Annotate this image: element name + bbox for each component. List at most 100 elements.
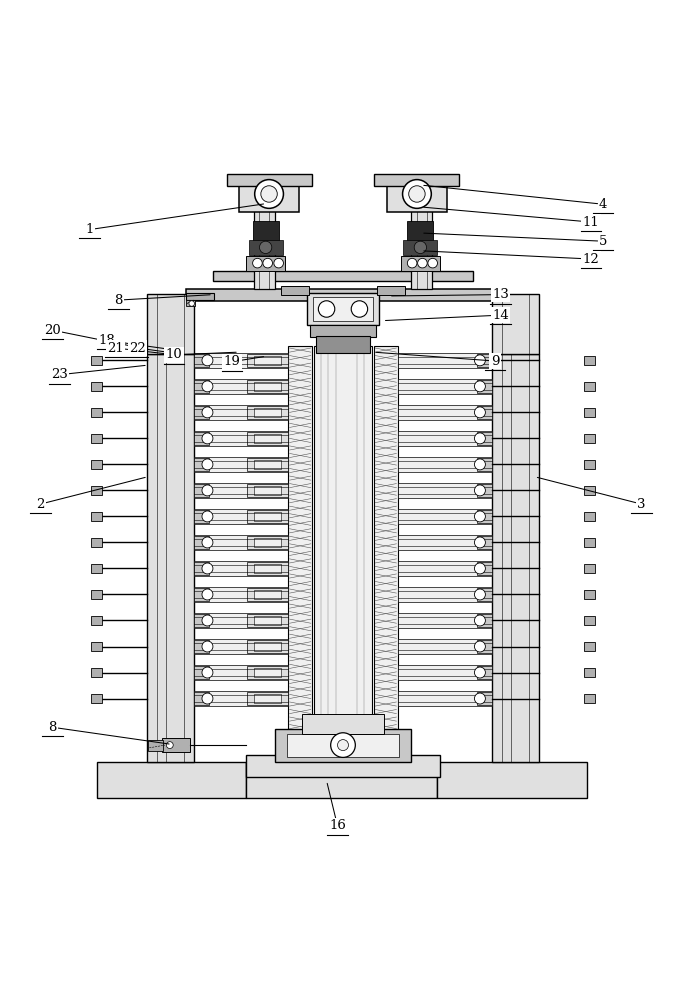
Bar <box>405 590 432 599</box>
Circle shape <box>202 407 213 418</box>
Bar <box>91 564 102 573</box>
Bar <box>405 538 432 547</box>
Text: 9: 9 <box>490 355 499 368</box>
Bar <box>193 431 288 446</box>
Bar <box>316 336 370 353</box>
Bar <box>438 762 587 798</box>
Bar <box>163 738 189 752</box>
Bar <box>247 614 288 627</box>
Text: 1: 1 <box>86 223 94 236</box>
Text: 23: 23 <box>51 368 68 381</box>
Bar <box>247 510 288 523</box>
Bar <box>247 406 288 419</box>
Bar <box>398 692 439 705</box>
Bar <box>398 588 439 601</box>
Bar <box>246 755 440 777</box>
Bar <box>584 694 595 703</box>
Bar <box>405 382 432 391</box>
Bar <box>254 382 281 391</box>
Bar <box>477 484 493 497</box>
Bar <box>477 432 493 445</box>
Text: 21: 21 <box>107 342 124 355</box>
Bar <box>97 762 246 798</box>
Bar <box>477 510 493 523</box>
Bar <box>193 379 288 394</box>
Bar <box>193 484 209 497</box>
Bar <box>405 694 432 703</box>
Bar <box>193 587 288 602</box>
Circle shape <box>202 381 213 392</box>
Circle shape <box>202 459 213 470</box>
Bar <box>254 486 281 495</box>
Bar <box>193 691 288 706</box>
Bar <box>398 483 493 498</box>
Bar <box>398 431 493 446</box>
Bar <box>584 616 595 625</box>
Bar <box>584 538 595 547</box>
Bar <box>477 536 493 549</box>
Bar <box>398 614 439 627</box>
Circle shape <box>428 258 438 268</box>
Bar <box>193 613 288 628</box>
Bar <box>193 432 209 445</box>
Bar <box>185 293 214 300</box>
Bar <box>398 405 493 420</box>
Bar <box>247 640 288 653</box>
Bar <box>91 434 102 443</box>
Bar <box>91 616 102 625</box>
Text: 5: 5 <box>599 235 607 248</box>
Bar <box>193 353 288 368</box>
Bar <box>398 509 493 524</box>
Circle shape <box>259 241 272 254</box>
Circle shape <box>202 511 213 522</box>
Bar <box>185 300 195 306</box>
Text: 12: 12 <box>582 253 599 266</box>
Bar <box>375 174 460 186</box>
Bar <box>91 382 102 391</box>
Bar <box>247 354 288 367</box>
Bar <box>247 536 288 549</box>
Circle shape <box>202 693 213 704</box>
Circle shape <box>252 258 262 268</box>
Text: 22: 22 <box>129 342 146 355</box>
Circle shape <box>475 537 486 548</box>
Bar <box>193 509 288 524</box>
Bar <box>405 616 432 625</box>
Bar <box>254 642 281 651</box>
Text: 3: 3 <box>637 498 646 511</box>
Bar <box>254 460 281 469</box>
Circle shape <box>475 589 486 600</box>
Bar <box>493 294 539 354</box>
Bar <box>477 380 493 393</box>
Bar <box>403 240 438 255</box>
Bar <box>405 434 432 443</box>
Circle shape <box>202 563 213 574</box>
Bar <box>477 354 493 367</box>
Bar <box>307 293 379 325</box>
Bar <box>398 639 493 654</box>
Bar <box>477 406 493 419</box>
Bar <box>310 325 376 337</box>
Bar <box>405 486 432 495</box>
Text: 10: 10 <box>165 348 182 361</box>
Bar <box>247 484 288 497</box>
Bar <box>405 642 432 651</box>
Circle shape <box>414 241 427 254</box>
Circle shape <box>409 186 425 202</box>
Bar <box>193 380 209 393</box>
Bar <box>247 666 288 679</box>
Bar <box>254 538 281 547</box>
Bar <box>398 457 493 472</box>
Bar <box>477 588 493 601</box>
Bar <box>247 588 288 601</box>
Bar <box>254 616 281 625</box>
Circle shape <box>261 186 277 202</box>
Bar <box>398 561 493 576</box>
Bar <box>274 729 412 762</box>
Text: 13: 13 <box>492 288 509 301</box>
Bar <box>374 346 398 762</box>
Bar <box>398 354 439 367</box>
Circle shape <box>403 180 431 208</box>
Circle shape <box>475 563 486 574</box>
Bar <box>398 562 439 575</box>
